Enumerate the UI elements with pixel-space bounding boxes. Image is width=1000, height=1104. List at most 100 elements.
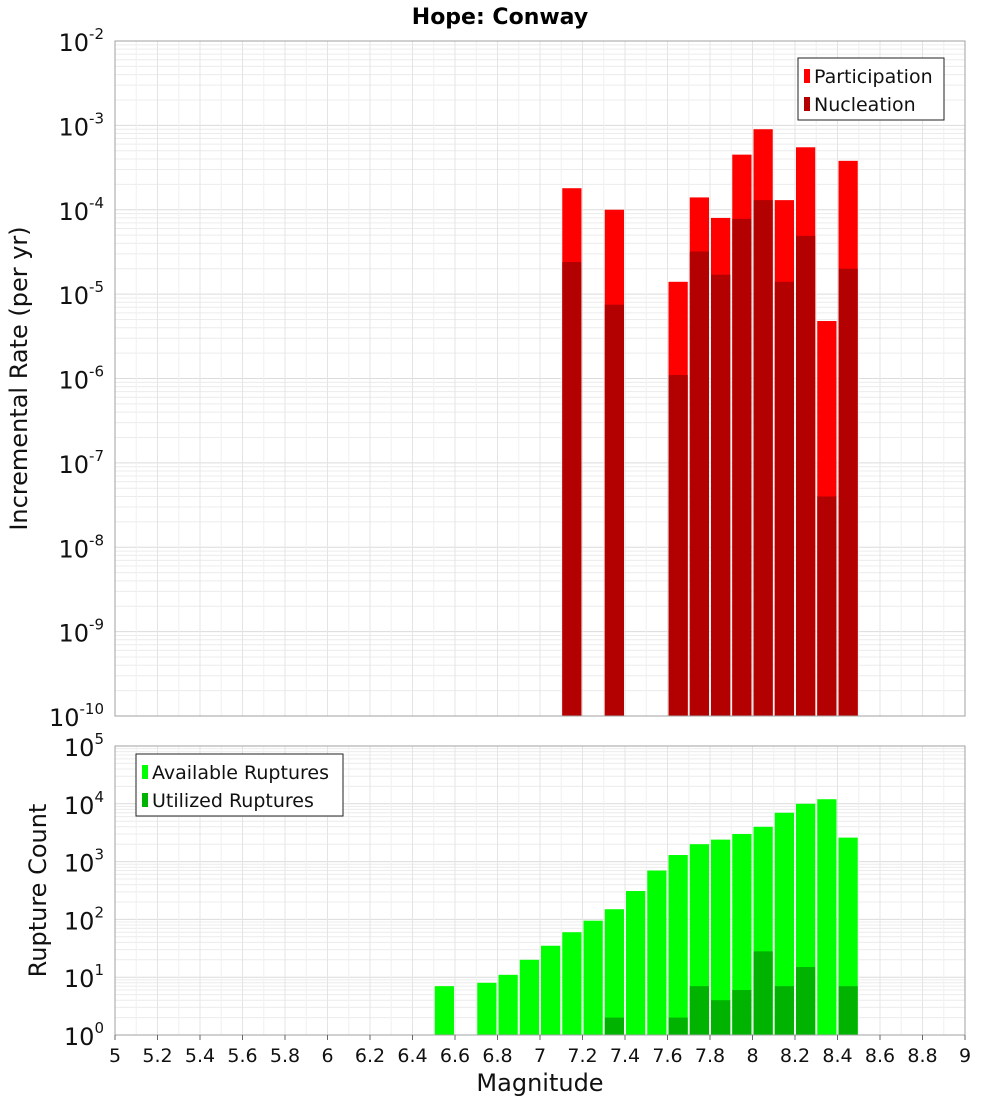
tick-exponent: 0 (94, 1019, 104, 1037)
x-tick-label: 6 (321, 1045, 333, 1067)
x-tick-label: 8.6 (865, 1045, 895, 1067)
bottom-legend-label: Available Ruptures (152, 762, 329, 784)
tick-base: 10 (64, 907, 95, 935)
bottom-bar-outer (541, 945, 561, 1035)
x-axis-label: Magnitude (476, 1069, 603, 1097)
tick-base: 10 (49, 704, 80, 732)
tick-exponent: -8 (89, 531, 104, 549)
bottom-bar-outer (583, 920, 603, 1035)
top-legend-label: Participation (814, 66, 933, 88)
bottom-bar-inner (753, 951, 773, 1035)
top-y-tick-label: 10-10 (49, 700, 104, 732)
bottom-bar-outer (732, 834, 752, 1035)
tick-base: 10 (58, 451, 89, 479)
x-tick-label: 8.4 (822, 1045, 852, 1067)
x-tick-label: 6.8 (482, 1045, 512, 1067)
bottom-bar-outer (604, 909, 624, 1035)
bottom-legend-box (135, 753, 344, 817)
top-y-tick-label: 10-6 (58, 363, 104, 395)
tick-base: 10 (58, 535, 89, 563)
tick-exponent: 3 (94, 846, 104, 864)
top-bar-inner (689, 251, 709, 716)
bottom-bar-outer (774, 812, 794, 1035)
bottom-bar-outer (519, 959, 539, 1035)
bottom-legend-swatch (142, 793, 148, 807)
top-frame (114, 40, 966, 717)
bottom-bar-outer (498, 974, 518, 1035)
x-tick-label: 6.2 (355, 1045, 385, 1067)
top-bar-inner (711, 274, 731, 716)
bottom-bar-inner (689, 986, 709, 1035)
top-bar-inner (668, 375, 688, 716)
x-tick-label: 7.4 (610, 1045, 640, 1067)
bottom-y-tick-label: 102 (64, 903, 104, 935)
tick-exponent: -2 (89, 25, 104, 43)
x-tick-label: 5.6 (227, 1045, 257, 1067)
top-legend-label: Nucleation (814, 94, 916, 116)
top-y-tick-label: 10-9 (58, 616, 104, 648)
bottom-legend-swatch (142, 765, 148, 779)
tick-base: 10 (64, 965, 95, 993)
top-y-tick-label: 10-2 (58, 25, 104, 57)
tick-exponent: -5 (89, 278, 104, 296)
tick-base: 10 (64, 850, 95, 878)
bottom-bar-inner (774, 986, 794, 1035)
x-tick-label: 6.6 (440, 1045, 470, 1067)
top-bar-inner (753, 200, 773, 716)
x-tick-label: 8.2 (780, 1045, 810, 1067)
bottom-bar-outer (434, 986, 454, 1035)
bottom-y-tick-label: 101 (64, 961, 104, 993)
tick-exponent: -4 (89, 194, 104, 212)
bottom-y-tick-label: 104 (64, 788, 104, 820)
tick-exponent: -10 (80, 700, 105, 718)
top-bar-inner (838, 268, 858, 716)
top-bar-inner (796, 235, 816, 716)
bottom-bar-outer (817, 799, 837, 1035)
x-tick-label: 7.6 (652, 1045, 682, 1067)
x-tick-label: 5.8 (270, 1045, 300, 1067)
bottom-bar-outer (626, 890, 646, 1035)
tick-exponent: -9 (89, 616, 104, 634)
tick-base: 10 (58, 198, 89, 226)
bottom-bar-inner (668, 1017, 688, 1035)
tick-base: 10 (64, 1023, 95, 1051)
bottom-y-tick-label: 105 (64, 730, 104, 762)
bottom-bar-outer (711, 839, 731, 1035)
tick-exponent: 2 (94, 903, 104, 921)
bottom-bar-outer (668, 855, 688, 1035)
x-tick-label: 7.8 (695, 1045, 725, 1067)
x-tick-label: 6.4 (397, 1045, 427, 1067)
top-legend-swatch (804, 97, 810, 111)
bottom-bar-inner (796, 967, 816, 1035)
bottom-bar-inner (732, 990, 752, 1035)
bottom-legend-label: Utilized Ruptures (152, 790, 314, 812)
tick-exponent: 1 (94, 961, 104, 979)
bottom-bar-inner (604, 1017, 624, 1035)
top-bar-inner (774, 281, 794, 716)
x-tick-label: 5.4 (185, 1045, 215, 1067)
tick-base: 10 (58, 113, 89, 141)
x-tick-label: 5 (109, 1045, 121, 1067)
top-bar-inner (817, 496, 837, 716)
chart-title: Hope: Conway (412, 5, 588, 30)
x-tick-label: 7.2 (567, 1045, 597, 1067)
top-y-axis-label: Incremental Rate (per yr) (5, 226, 33, 530)
top-legend-swatch (804, 69, 810, 83)
top-bar-inner (732, 218, 752, 716)
tick-base: 10 (58, 620, 89, 648)
x-tick-label: 8 (746, 1045, 758, 1067)
tick-exponent: 5 (94, 730, 104, 748)
x-tick-label: 9 (959, 1045, 971, 1067)
tick-exponent: 4 (94, 788, 104, 806)
bottom-y-tick-label: 100 (64, 1019, 104, 1051)
top-y-tick-label: 10-4 (58, 194, 104, 226)
top-y-tick-label: 10-3 (58, 109, 104, 141)
tick-exponent: -6 (89, 363, 104, 381)
bottom-bar-inner (838, 986, 858, 1035)
top-y-tick-label: 10-8 (58, 531, 104, 563)
tick-exponent: -3 (89, 109, 104, 127)
bottom-bar-outer (477, 982, 497, 1035)
bottom-bar-outer (647, 870, 667, 1035)
